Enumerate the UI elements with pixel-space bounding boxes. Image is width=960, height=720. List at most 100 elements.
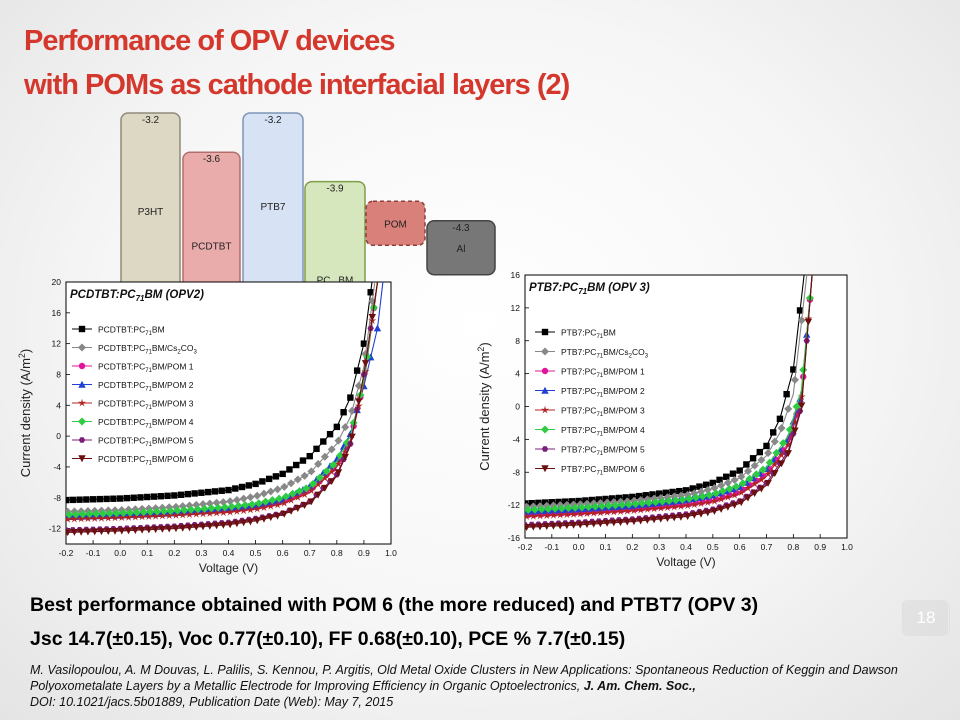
marker-diamond: [180, 506, 189, 515]
y-tick-label: 20: [52, 277, 62, 287]
marker-star: [562, 510, 571, 519]
legend-label: PCDTBT:PC71BM/POM 6: [98, 454, 194, 467]
marker-star: [131, 512, 140, 521]
marker-square: [595, 496, 602, 503]
marker-square: [293, 461, 300, 469]
marker-square: [763, 442, 770, 450]
series-6: [525, 275, 814, 514]
marker-star: [307, 486, 316, 495]
marker-diamond: [111, 506, 120, 515]
marker-triangle-down: [239, 519, 248, 527]
marker-triangle-down: [368, 313, 377, 321]
marker-diamond: [725, 484, 734, 493]
series-1: [525, 275, 805, 507]
marker-triangle-down: [226, 521, 234, 529]
marker-diamond: [239, 494, 248, 503]
marker-diamond: [232, 495, 241, 504]
marker-diamond: [248, 500, 257, 509]
marker-square: [770, 429, 777, 436]
y-tick-label: 4: [515, 369, 520, 379]
x-tick-label: 0.6: [277, 548, 289, 558]
marker-diamond: [266, 487, 275, 496]
y-tick-label: 16: [511, 270, 521, 280]
marker-triangle-down: [724, 503, 732, 511]
marker-diamond: [259, 489, 268, 498]
reference-doi: DOI: 10.1021/jacs.5b01889, Publication D…: [30, 695, 394, 709]
marker-diamond: [779, 439, 788, 448]
marker-square: [211, 488, 219, 495]
marker-triangle-down: [185, 524, 194, 532]
marker-diamond: [78, 510, 87, 519]
marker-diamond: [85, 510, 94, 519]
marker-triangle-down: [589, 520, 598, 528]
marker-star: [232, 507, 241, 515]
marker-triangle-down: [541, 465, 549, 473]
marker-triangle-down: [569, 521, 578, 529]
marker-hexagon: [541, 446, 549, 452]
marker-diamond: [342, 438, 351, 447]
marker-diamond: [732, 482, 741, 491]
marker-square: [602, 495, 609, 503]
energy-level-diagram: P3HT-3.2-5.2PCDTBT-3.6-5.5PTB7-3.2-5.1PC…: [120, 112, 496, 379]
marker-square: [333, 423, 341, 431]
marker-star: [710, 497, 719, 505]
marker-star: [327, 467, 336, 476]
marker-triangle-down: [111, 527, 119, 535]
marker-square: [535, 499, 542, 507]
marker-diamond: [665, 496, 674, 505]
marker-triangle: [568, 505, 576, 513]
marker-diamond: [281, 492, 290, 501]
marker-diamond: [78, 417, 86, 426]
y-tick-label: 0: [56, 431, 61, 441]
marker-diamond: [678, 495, 687, 504]
energy-top-value: -3.9: [326, 184, 344, 195]
marker-triangle-down: [104, 528, 112, 535]
marker-diamond: [193, 505, 202, 514]
marker-triangle-down: [704, 509, 712, 517]
marker-star: [556, 510, 565, 519]
marker-diamond: [772, 448, 781, 457]
marker-diamond: [99, 509, 108, 518]
legend-entry: PTB7:PC71BM/Cs2CO3: [535, 347, 649, 360]
marker-triangle-down: [192, 523, 200, 531]
marker-triangle-down: [630, 518, 638, 526]
marker-square: [89, 496, 97, 503]
marker-diamond: [765, 458, 774, 467]
marker-square: [347, 394, 354, 401]
marker-triangle-down: [206, 522, 214, 530]
marker-square: [682, 487, 690, 494]
marker-diamond: [738, 479, 747, 488]
legend-label: PCDTBT:PC71BM/POM 3: [98, 399, 194, 412]
marker-diamond: [302, 484, 311, 493]
marker-triangle-down: [70, 529, 79, 536]
marker-diamond: [173, 506, 182, 515]
marker-diamond: [227, 502, 236, 511]
marker-diamond: [327, 445, 336, 454]
x-tick-label: 0.0: [114, 548, 126, 558]
marker-diamond: [309, 479, 317, 488]
marker-diamond: [671, 496, 680, 505]
marker-diamond: [536, 502, 545, 511]
marker-triangle-down: [348, 433, 356, 441]
plot-area: [525, 275, 814, 531]
x-tick-label: 1.0: [385, 548, 397, 558]
marker-triangle-down: [199, 523, 207, 531]
chart-title: PTB7:PC71BM (OPV 3): [529, 282, 650, 296]
marker-star: [777, 450, 786, 459]
marker-diamond: [66, 510, 74, 519]
legend-label: PTB7:PC71BM: [561, 328, 616, 341]
marker-diamond: [293, 475, 302, 484]
marker-diamond: [752, 470, 761, 479]
marker-diamond: [529, 502, 538, 511]
marker-square: [286, 466, 293, 473]
marker-triangle: [554, 506, 563, 514]
y-axis-label: Current density (A/m2): [17, 349, 33, 478]
marker-diamond: [650, 494, 659, 503]
marker-triangle-down: [804, 318, 813, 326]
marker-triangle: [541, 507, 549, 514]
marker-diamond: [334, 436, 343, 445]
marker-star: [596, 508, 605, 517]
marker-star: [70, 514, 79, 523]
x-tick-label: 0.1: [600, 542, 612, 552]
x-tick-label: 0.3: [196, 548, 208, 558]
